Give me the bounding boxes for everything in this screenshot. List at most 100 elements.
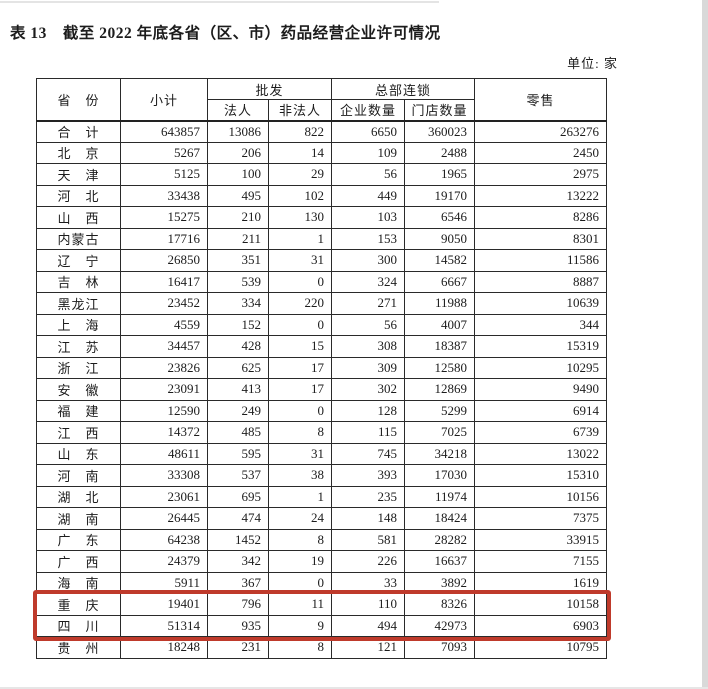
table-row: 吉 林 16417 539 0 324 6667 8887	[36, 270, 608, 293]
value-cell: 152	[207, 313, 269, 336]
value-cell: 7155	[474, 550, 608, 573]
value-cell: 51314	[120, 614, 208, 637]
value-cell: 42973	[404, 614, 476, 637]
value-cell: 6667	[404, 270, 476, 293]
value-cell: 302	[331, 378, 406, 401]
value-cell: 231	[207, 636, 269, 659]
province-cell: 四 川	[36, 614, 121, 637]
value-cell: 10156	[474, 485, 608, 508]
value-cell: 56	[331, 313, 406, 336]
value-cell: 393	[331, 464, 406, 487]
value-cell: 15275	[120, 206, 208, 229]
col-header-wholesale-group: 批发	[206, 78, 333, 100]
value-cell: 19170	[404, 184, 476, 207]
value-cell: 102	[267, 184, 333, 207]
table-row: 山 东 48611 595 31 745 34218 13022	[36, 442, 608, 465]
value-cell: 33	[331, 571, 406, 594]
table-row: 山 西 15275 210 130 103 6546 8286	[36, 206, 608, 229]
value-cell: 23452	[120, 292, 208, 315]
value-cell: 796	[207, 593, 269, 616]
value-cell: 581	[331, 528, 406, 551]
value-cell: 33438	[120, 184, 208, 207]
value-cell: 31	[267, 249, 333, 272]
value-cell: 13022	[474, 442, 608, 465]
province-cell: 河 南	[36, 464, 121, 487]
value-cell: 17	[267, 356, 333, 379]
value-cell: 643857	[120, 120, 208, 143]
table-row: 海 南 5911 367 0 33 3892 1619	[36, 571, 608, 594]
value-cell: 16417	[120, 270, 208, 293]
value-cell: 226	[331, 550, 406, 573]
value-cell: 26850	[120, 249, 208, 272]
value-cell: 33308	[120, 464, 208, 487]
value-cell: 13222	[474, 184, 608, 207]
value-cell: 19401	[120, 593, 208, 616]
value-cell: 8286	[474, 206, 608, 229]
value-cell: 9	[267, 614, 333, 637]
value-cell: 10158	[474, 593, 608, 616]
province-cell: 上 海	[36, 313, 121, 336]
value-cell: 109	[331, 141, 406, 164]
value-cell: 413	[207, 378, 269, 401]
value-cell: 115	[331, 421, 406, 444]
province-cell: 北 京	[36, 141, 121, 164]
value-cell: 625	[207, 356, 269, 379]
value-cell: 1452	[207, 528, 269, 551]
value-cell: 8	[267, 421, 333, 444]
value-cell: 18248	[120, 636, 208, 659]
value-cell: 8	[267, 636, 333, 659]
value-cell: 38	[267, 464, 333, 487]
value-cell: 822	[267, 120, 333, 143]
province-cell: 辽 宁	[36, 249, 121, 272]
license-table: 省 份 小计 批发 总部连锁 零售 法人 非法人 企业数量 门店数量 合 计 64…	[36, 78, 608, 659]
value-cell: 10795	[474, 636, 608, 659]
table-body: 合 计 643857 13086 822 6650 360023 263276 北 京 5267…	[36, 120, 608, 659]
province-cell: 湖 北	[36, 485, 121, 508]
value-cell: 308	[331, 335, 406, 358]
table-row: 贵 州 18248 231 8 121 7093 10795	[36, 636, 608, 659]
value-cell: 360023	[404, 120, 476, 143]
value-cell: 745	[331, 442, 406, 465]
value-cell: 12580	[404, 356, 476, 379]
province-cell: 山 东	[36, 442, 121, 465]
value-cell: 235	[331, 485, 406, 508]
value-cell: 12590	[120, 399, 208, 422]
value-cell: 29	[267, 163, 333, 186]
value-cell: 220	[267, 292, 333, 315]
value-cell: 1619	[474, 571, 608, 594]
value-cell: 695	[207, 485, 269, 508]
province-cell: 黑龙江	[36, 292, 121, 315]
value-cell: 428	[207, 335, 269, 358]
col-header-wholesale-legal: 法人	[207, 99, 269, 121]
value-cell: 324	[331, 270, 406, 293]
value-cell: 6739	[474, 421, 608, 444]
value-cell: 23061	[120, 485, 208, 508]
table-title: 表 13 截至 2022 年底各省（区、市）药品经营企业许可情况	[10, 25, 441, 42]
province-cell: 安 徽	[36, 378, 121, 401]
value-cell: 1	[267, 227, 333, 250]
value-cell: 34218	[404, 442, 476, 465]
value-cell: 148	[331, 507, 406, 530]
value-cell: 263276	[474, 120, 608, 143]
table-row: 湖 南 26445 474 24 148 18424 7375	[36, 507, 608, 530]
value-cell: 537	[207, 464, 269, 487]
value-cell: 14372	[120, 421, 208, 444]
table-row: 黑龙江 23452 334 220 271 11988 10639	[36, 292, 608, 315]
value-cell: 103	[331, 206, 406, 229]
scan-edge-top	[0, 1, 439, 3]
value-cell: 249	[207, 399, 269, 422]
scan-edge-bottom	[0, 687, 708, 689]
province-cell: 湖 南	[36, 507, 121, 530]
value-cell: 8301	[474, 227, 608, 250]
table-row: 河 南 33308 537 38 393 17030 15310	[36, 464, 608, 487]
value-cell: 12869	[404, 378, 476, 401]
value-cell: 342	[207, 550, 269, 573]
value-cell: 15310	[474, 464, 608, 487]
scan-edge-right	[702, 0, 708, 689]
col-header-subtotal: 小计	[120, 78, 208, 121]
value-cell: 110	[331, 593, 406, 616]
col-header-retail: 零售	[474, 78, 608, 121]
value-cell: 935	[207, 614, 269, 637]
table-row: 内蒙古 17716 211 1 153 9050 8301	[36, 227, 608, 250]
province-cell: 福 建	[36, 399, 121, 422]
